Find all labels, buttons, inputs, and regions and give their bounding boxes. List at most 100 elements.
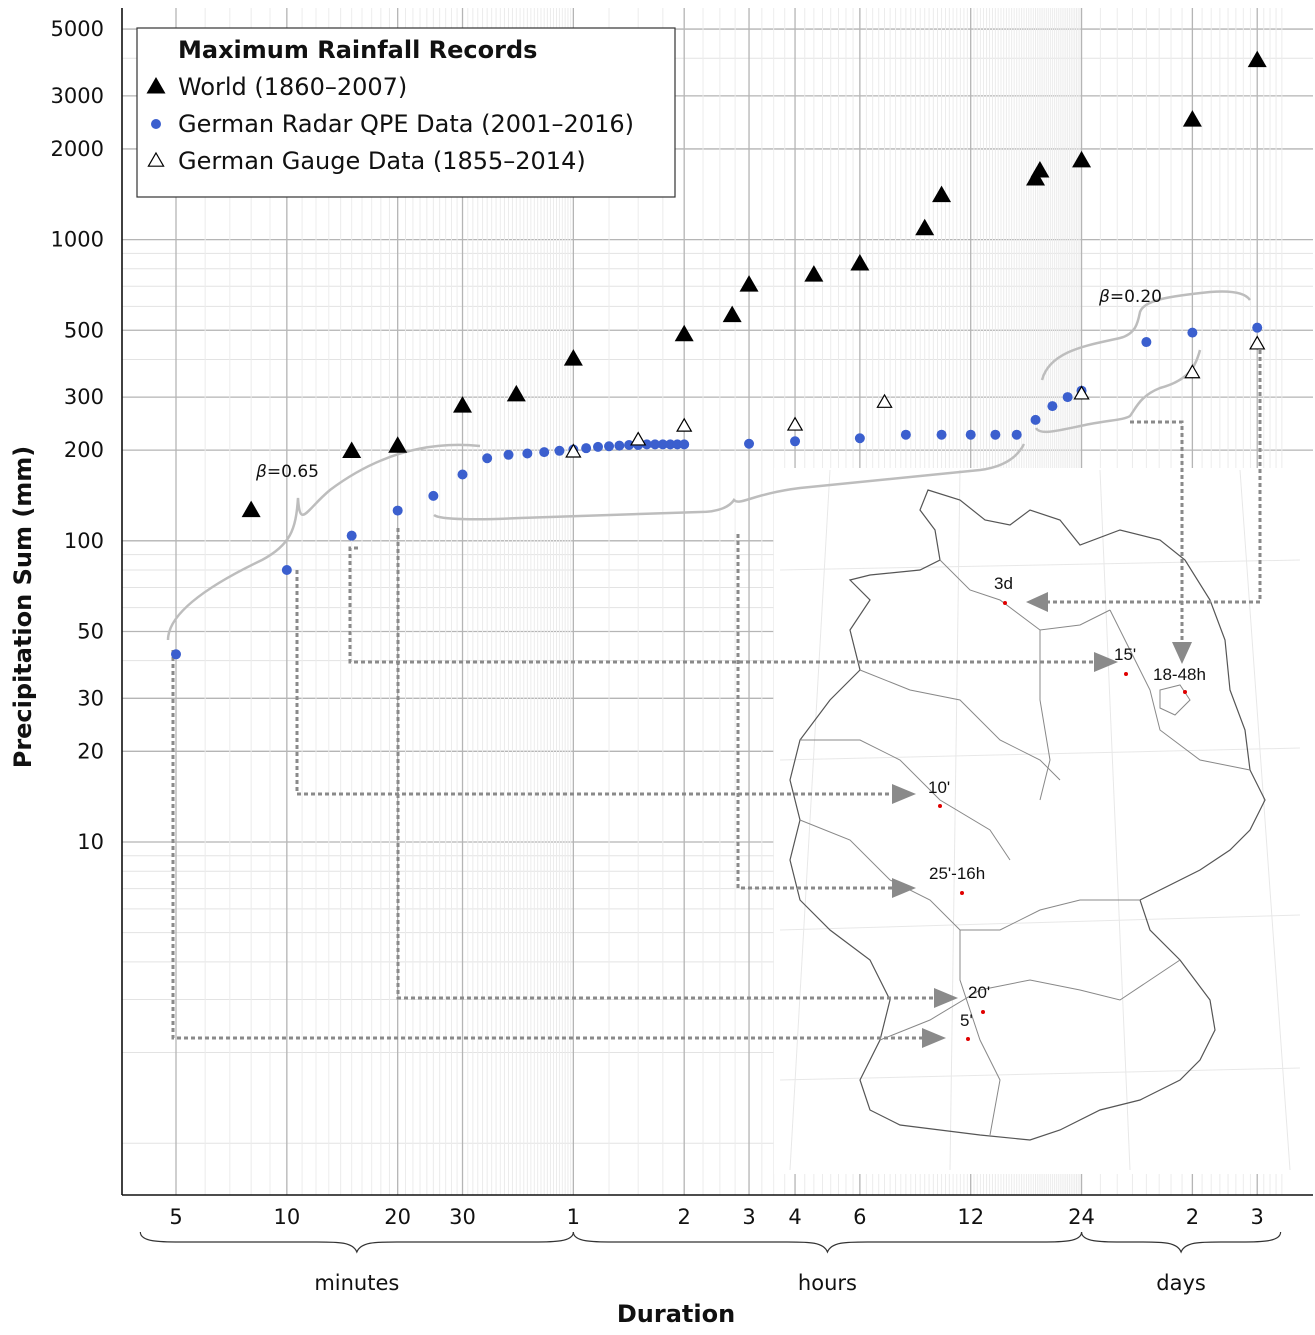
map-location-label: 10' bbox=[928, 778, 950, 797]
gauge-record-marker bbox=[565, 443, 582, 458]
beta-symbol: β bbox=[255, 462, 267, 482]
radar-record-marker bbox=[503, 449, 514, 460]
gauge-record-marker bbox=[676, 417, 693, 432]
location-arrow-line bbox=[396, 528, 934, 1000]
map-location-label: 5' bbox=[960, 1011, 973, 1030]
legend-marker-world bbox=[146, 77, 166, 94]
map-graticule bbox=[949, 469, 961, 1171]
beta-brace-long bbox=[1040, 290, 1252, 381]
world-record-marker bbox=[739, 275, 759, 292]
gauge-record-marker bbox=[786, 416, 804, 431]
y-tick-label: 20 bbox=[77, 739, 104, 763]
map-state-border bbox=[1159, 684, 1191, 716]
map-location-label: 15' bbox=[1114, 645, 1136, 664]
radar-record-marker bbox=[1252, 322, 1263, 333]
radar-record-marker bbox=[392, 505, 403, 516]
location-arrow-line bbox=[171, 650, 922, 1040]
y-tick-label: 10 bbox=[77, 830, 104, 854]
radar-record-marker bbox=[657, 439, 668, 450]
legend-box bbox=[136, 27, 676, 198]
map-outline-germany bbox=[789, 489, 1266, 1141]
axis-ticks: 5000 3000 2000 1000 500 300 200 100 50 30 20 10 5 10 2… bbox=[51, 17, 1264, 1229]
y-tick-label: 2000 bbox=[51, 137, 104, 161]
inset-map-germany: 3d 15' 18-48h 10' 25'-16h 20' 5' bbox=[774, 468, 1314, 1174]
location-arrow-head bbox=[922, 1028, 946, 1048]
map-location-label: 18-48h bbox=[1153, 665, 1206, 684]
inset-map-background bbox=[774, 468, 1314, 1174]
gauge-record-marker bbox=[1184, 364, 1201, 379]
world-record-marker bbox=[241, 500, 261, 518]
world-record-marker bbox=[1247, 50, 1267, 68]
gauge-record-marker bbox=[1073, 385, 1090, 400]
radar-record-marker bbox=[900, 429, 911, 440]
map-graticule bbox=[779, 914, 1301, 931]
world-record-marker bbox=[804, 265, 824, 282]
location-arrow-line bbox=[1048, 350, 1262, 604]
x-tick-label: 2 bbox=[678, 1205, 691, 1229]
map-graticule bbox=[779, 559, 1301, 571]
x-tick-label: 4 bbox=[788, 1205, 801, 1229]
y-tick-label: 100 bbox=[64, 529, 104, 553]
y-tick-label: 50 bbox=[77, 619, 104, 643]
x-tick-label: 10 bbox=[273, 1205, 300, 1229]
map-location-dot bbox=[938, 804, 942, 808]
x-tick-label: 6 bbox=[853, 1205, 866, 1229]
beta-label-long: β=0.20 bbox=[1098, 287, 1162, 307]
map-state-border bbox=[800, 739, 1011, 861]
beta-value: =0.65 bbox=[267, 462, 319, 482]
x-tick-label: 2 bbox=[1186, 1205, 1199, 1229]
annotation-labels: Duration Precipitation Sum (mm) β=0.65 β… bbox=[9, 287, 1162, 1328]
radar-record-marker bbox=[171, 649, 181, 660]
radar-record-marker bbox=[744, 438, 755, 449]
location-arrow-head bbox=[1026, 592, 1048, 612]
legend-marker-gauge bbox=[147, 151, 165, 167]
world-record-marker bbox=[342, 441, 362, 458]
map-state-border bbox=[879, 959, 1181, 1041]
map-state-border bbox=[1109, 609, 1251, 771]
radar-record-marker bbox=[679, 439, 690, 450]
radar-record-marker bbox=[624, 439, 635, 450]
radar-record-marker bbox=[604, 441, 615, 452]
y-tick-label: 3000 bbox=[51, 84, 104, 108]
map-location-dot bbox=[966, 1037, 970, 1041]
world-record-marker bbox=[1072, 150, 1092, 168]
x-range-label: days bbox=[1156, 1271, 1206, 1295]
map-state-border bbox=[1039, 630, 1051, 801]
radar-record-marker bbox=[346, 530, 357, 541]
location-arrow-head bbox=[1172, 642, 1192, 664]
world-record-marker bbox=[453, 396, 473, 413]
map-location-label: 3d bbox=[994, 574, 1013, 593]
radar-record-marker bbox=[665, 439, 676, 450]
radar-record-marker bbox=[482, 453, 493, 464]
world-record-marker bbox=[388, 436, 408, 453]
map-location-dot bbox=[1183, 690, 1187, 694]
radar-record-marker bbox=[428, 490, 439, 501]
world-record-marker bbox=[1182, 110, 1202, 127]
map-graticule bbox=[1099, 469, 1131, 1171]
radar-record-marker bbox=[990, 429, 1001, 440]
y-tick-label: 5000 bbox=[51, 17, 104, 41]
y-tick-label: 300 bbox=[64, 385, 104, 409]
gauge-record-marker bbox=[630, 431, 647, 446]
location-arrow-line bbox=[295, 570, 892, 796]
radar-record-marker bbox=[614, 440, 625, 451]
radar-record-marker bbox=[790, 436, 801, 447]
legend-entry: German Radar QPE Data (2001–2016) bbox=[178, 110, 634, 138]
x-tick-label: 1 bbox=[567, 1205, 580, 1229]
radar-record-marker bbox=[1187, 327, 1198, 338]
x-range-brace bbox=[1080, 1231, 1282, 1254]
x-tick-label: 3 bbox=[1251, 1205, 1264, 1229]
map-graticule bbox=[789, 469, 831, 1171]
map-location-dot bbox=[1003, 601, 1007, 605]
x-range-braces: minutes hours days bbox=[139, 1231, 1282, 1295]
beta-braces bbox=[166, 290, 1252, 641]
gauge-record-marker bbox=[1249, 335, 1266, 350]
map-location-dot bbox=[1124, 672, 1128, 676]
x-tick-label: 24 bbox=[1068, 1205, 1095, 1229]
y-tick-label: 500 bbox=[64, 318, 104, 342]
beta-brace-short bbox=[166, 443, 481, 641]
data-points bbox=[171, 50, 1267, 660]
map-location-arrows bbox=[171, 350, 1262, 1048]
map-location-label: 20' bbox=[968, 983, 990, 1002]
